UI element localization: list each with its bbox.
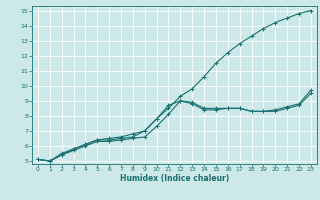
X-axis label: Humidex (Indice chaleur): Humidex (Indice chaleur): [120, 174, 229, 183]
